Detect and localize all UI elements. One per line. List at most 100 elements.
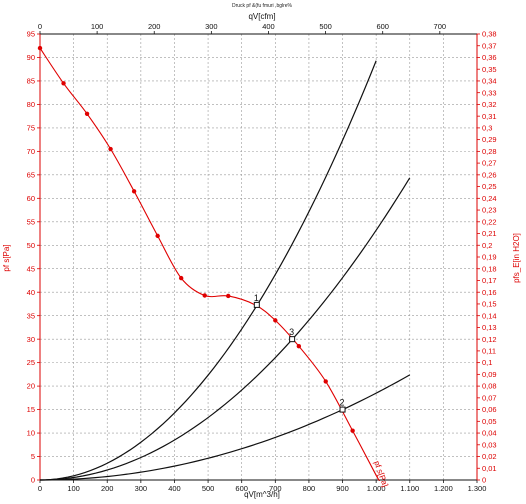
fan-curve-marker: [323, 379, 328, 384]
y-right-tick-label: 0,34: [482, 77, 497, 86]
fan-curve-marker: [61, 81, 66, 86]
y-right-tick-label: 0,09: [482, 370, 497, 379]
x-bottom-tick-label: 400: [168, 484, 181, 493]
x-top-axis-title: qV[cfm]: [248, 12, 275, 21]
x-top-tick-label: 500: [319, 22, 332, 31]
y-right-tick-label: 0,32: [482, 100, 497, 109]
y-right-tick-label: 0,18: [482, 264, 497, 273]
y-right-tick-label: 0,24: [482, 194, 497, 203]
x-bottom-tick-label: 900: [336, 484, 349, 493]
fan-curve-marker: [273, 318, 278, 323]
y-left-tick-label: 20: [27, 382, 35, 391]
fan-curve-line: [39, 47, 380, 481]
y-right-tick-label: 0,12: [482, 335, 497, 344]
fan-curve-group: [37, 45, 380, 481]
x-top-tick-label: 0: [38, 22, 42, 31]
y-right-tick-label: 0,19: [482, 253, 497, 262]
y-right-tick-label: 0: [482, 476, 486, 485]
x-bottom-tick-label: 800: [303, 484, 316, 493]
system-curve-3: [39, 374, 411, 481]
fan-curve-marker: [350, 428, 355, 433]
system-curves: [39, 60, 411, 481]
y-left-tick-label: 70: [27, 147, 35, 156]
y-right-tick-label: 0,27: [482, 159, 497, 168]
y-right-tick-label: 0,03: [482, 440, 497, 449]
y-right-tick-label: 0,35: [482, 65, 497, 74]
y-left-tick-label: 15: [27, 405, 35, 414]
y-right-tick-label: 0,33: [482, 88, 497, 97]
x-top-tick-label: 700: [434, 22, 447, 31]
y-right-tick-label: 0,11: [482, 346, 496, 355]
x-bottom-tick-label: 600: [235, 484, 248, 493]
y-left-tick-label: 45: [27, 264, 35, 273]
y-right-tick-label: 0,14: [482, 311, 497, 320]
fan-curve-marker: [178, 275, 184, 281]
system-curve-2: [39, 177, 411, 481]
fan-curve-marker: [296, 344, 302, 349]
x-bottom-tick-label: 500: [202, 484, 215, 493]
y-left-tick-label: 30: [27, 335, 35, 344]
x-bottom-tick-label: 200: [101, 484, 114, 493]
fan-curve-marker: [226, 293, 231, 299]
y-left-tick-label: 80: [27, 100, 35, 109]
y-left-tick-label: 85: [27, 77, 35, 86]
y-right-tick-label: 0,29: [482, 135, 497, 144]
x-bottom-tick-label: 1.100: [400, 484, 419, 493]
x-bottom-tick-label: 0: [38, 484, 42, 493]
y-right-tick-label: 0,3: [482, 123, 492, 132]
x-bottom-tick-label: 300: [135, 484, 148, 493]
axes: 0 100 200 300 400 500 600 700 800 900 1.000 1.100 1.…: [27, 22, 497, 493]
y-right-tick-label: 0,02: [482, 452, 497, 461]
operating-point-label: 1: [254, 293, 259, 303]
y-right-tick-label: 0,23: [482, 206, 497, 215]
y-left-tick-label: 10: [27, 429, 35, 438]
operating-point-label: 2: [340, 398, 345, 408]
operating-point-marker: [289, 336, 296, 343]
x-bottom-tick-label: 1.300: [468, 484, 487, 493]
x-bottom-tick-label: 100: [67, 484, 80, 493]
x-top-tick-label: 400: [262, 22, 275, 31]
x-top-tick-label: 300: [205, 22, 218, 31]
y-left-axis-title: pf s[Pa]: [2, 244, 11, 271]
y-right-tick-label: 0,16: [482, 288, 497, 297]
fan-curve-marker: [131, 189, 137, 194]
operating-point-marker: [253, 301, 260, 308]
chart-title: Druck pf &(fu fmuri ,bglre%: [232, 3, 293, 9]
y-right-tick-label: 0,36: [482, 53, 497, 62]
y-right-tick-label: 0,25: [482, 182, 497, 191]
y-right-tick-label: 0,21: [482, 229, 497, 238]
y-left-tick-label: 0: [31, 476, 35, 485]
y-right-tick-label: 0,37: [482, 41, 497, 50]
y-right-tick-label: 0,08: [482, 382, 497, 391]
system-curve-1: [39, 60, 377, 481]
x-bottom-axis-title: qV[m^3/h]: [244, 490, 280, 499]
operating-point-marker: [339, 406, 346, 413]
y-right-tick-label: 0,13: [482, 323, 497, 332]
y-right-tick-label: 0,28: [482, 147, 497, 156]
fan-curve-marker: [37, 45, 43, 51]
y-right-axis-title: pfs_E[in H2O]: [512, 233, 521, 283]
y-left-tick-label: 40: [27, 288, 35, 297]
y-left-tick-label: 90: [27, 53, 35, 62]
y-right-tick-label: 0,15: [482, 300, 497, 309]
y-left-tick-label: 95: [27, 30, 35, 39]
y-right-tick-label: 0,17: [482, 276, 497, 285]
fan-curve-marker: [84, 111, 90, 117]
y-right-tick-label: 0,01: [482, 464, 497, 473]
fan-curve-marker: [155, 233, 160, 239]
x-bottom-tick-label: 1.200: [434, 484, 453, 493]
y-right-tick-label: 0,04: [482, 429, 497, 438]
fan-curve-marker: [202, 293, 207, 298]
y-left-tick-label: 55: [27, 217, 35, 226]
y-left-tick-label: 60: [27, 194, 35, 203]
y-right-tick-label: 0,06: [482, 405, 497, 414]
operating-points: 1 3 2: [253, 293, 346, 413]
y-left-tick-label: 65: [27, 170, 35, 179]
grid: [40, 34, 477, 480]
fan-curve-marker: [108, 146, 113, 152]
y-right-tick-label: 0,05: [482, 417, 497, 426]
x-bottom-tick-label: 1.000: [367, 484, 386, 493]
y-right-tick-label: 0,26: [482, 170, 497, 179]
y-left-tick-label: 75: [27, 123, 35, 132]
